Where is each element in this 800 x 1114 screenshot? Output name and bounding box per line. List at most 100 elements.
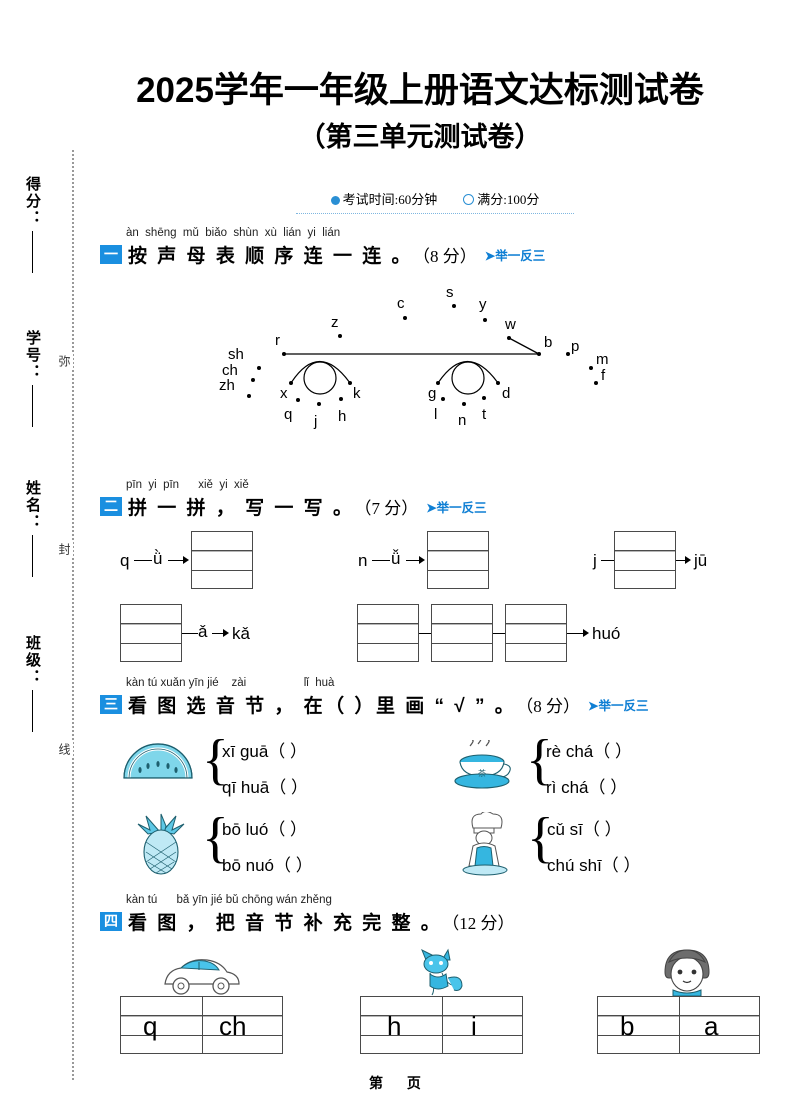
letter-node-x[interactable]: x (280, 385, 288, 402)
letter-dot-q[interactable] (296, 398, 300, 402)
letter-dot-j[interactable] (317, 402, 321, 406)
car-icon (164, 959, 240, 995)
q2-item1-mid: ǜ (153, 549, 163, 568)
letter-dot-s[interactable] (452, 304, 456, 308)
seal-char-3: 线 (56, 740, 73, 758)
letter-dot-sh[interactable] (257, 366, 261, 370)
letter-map-lines (284, 337, 540, 395)
q3-options-3[interactable]: bō luó（ ） bō nuó（ ） (222, 812, 313, 884)
letter-node-c[interactable]: c (397, 295, 405, 312)
letter-dot-l[interactable] (441, 397, 445, 401)
q3-options-4[interactable]: cǔ sī（ ） chú shī（ ） (547, 812, 641, 884)
q3-brace-2: { (526, 729, 553, 791)
letter-node-l[interactable]: l (434, 406, 438, 423)
q3-group-pineapple[interactable]: { bō luó（ ） bō nuó（ ） (130, 810, 313, 876)
q4-item-3-grid[interactable]: b a (597, 996, 760, 1054)
chef-icon (462, 812, 508, 876)
watermelon-icon (123, 743, 193, 792)
letter-node-y[interactable]: y (479, 296, 487, 313)
letter-dot-m[interactable] (589, 366, 593, 370)
q3-option-1-1[interactable]: xī guā（ ） (222, 742, 308, 761)
letter-node-b[interactable]: b (544, 334, 553, 351)
letter-dot-t[interactable] (482, 396, 486, 400)
question-3-header: kàn tú xuǎn yīn jié zài lǐ huà 三 看 图 选 音… (100, 676, 760, 717)
question-4-pinyin: kàn tú bǎ yīn jié bǔ chōng wán zhěng (126, 894, 332, 906)
question-1-letter-map[interactable]: s c y z w r b p sh m ch f zh x k g d q j h l n t (100, 278, 760, 458)
q4-item-2-picture (410, 948, 470, 996)
letter-node-f[interactable]: f (601, 367, 606, 384)
letter-node-k[interactable]: k (353, 385, 361, 402)
q3-option-4-1[interactable]: cǔ sī（ ） (547, 820, 622, 839)
letter-node-s[interactable]: s (446, 284, 454, 301)
q3-option-3-1[interactable]: bō luó（ ） (222, 820, 308, 839)
q3-group-chef[interactable]: { cǔ sī（ ） chú shī（ ） (455, 810, 641, 876)
letter-node-j[interactable]: j (314, 413, 318, 430)
letter-dot-w[interactable] (507, 336, 511, 340)
q2-item5-write-box-2[interactable] (431, 604, 493, 662)
letter-dot-zh[interactable] (247, 394, 251, 398)
q3-group-teacup[interactable]: 茶 { rè chá（ ） rì chá（ ） (450, 732, 632, 797)
q2-item2-write-box[interactable] (427, 531, 489, 589)
q2-item5-write-box-1[interactable] (357, 604, 419, 662)
letter-dot-n[interactable] (462, 402, 466, 406)
letter-dot-h[interactable] (339, 397, 343, 401)
q4-item-1-cell-1: q (143, 1011, 158, 1041)
letter-node-m[interactable]: m (596, 351, 609, 368)
q3-options-1[interactable]: xī guā（ ） qī huā（ ） (222, 734, 308, 806)
letter-dot-f[interactable] (594, 381, 598, 385)
q3-group-watermelon[interactable]: { xī guā（ ） qī huā（ ） (118, 732, 308, 797)
letter-node-sh[interactable]: sh (228, 346, 244, 363)
letter-node-h[interactable]: h (338, 408, 347, 425)
letter-dot-c[interactable] (403, 316, 407, 320)
letter-node-t[interactable]: t (482, 406, 487, 423)
letter-dot-b[interactable] (537, 352, 541, 356)
student-id-field-label: 学号： (22, 330, 43, 427)
q4-item-2-grid[interactable]: h i (360, 996, 523, 1054)
q4-item-1-grid[interactable]: q ch (120, 996, 283, 1054)
question-3-score: （8 分） (516, 696, 581, 716)
q4-item-2-cell-2: i (471, 1011, 477, 1041)
letter-node-zh[interactable]: zh (219, 377, 235, 394)
letter-dot-z[interactable] (338, 334, 342, 338)
letter-dot-k[interactable] (348, 381, 352, 385)
page-footer: 第 页 (369, 1075, 431, 1091)
letter-node-r[interactable]: r (275, 332, 280, 349)
q2-item4-write-box[interactable] (120, 604, 182, 662)
q3-option-1-2[interactable]: qī huā（ ） (222, 778, 308, 797)
q3-option-4-2[interactable]: chú shī（ ） (547, 856, 641, 875)
q2-item3-write-box[interactable] (614, 531, 676, 589)
q3-options-2[interactable]: rè chá（ ） rì chá（ ） (546, 734, 632, 806)
q2-item5-line-out (567, 633, 584, 634)
letter-dot-g[interactable] (436, 381, 440, 385)
cat-icon (421, 948, 463, 996)
letter-node-z[interactable]: z (331, 314, 339, 331)
letter-dot-x[interactable] (289, 381, 293, 385)
letter-node-q[interactable]: q (284, 406, 293, 423)
letter-node-ch[interactable]: ch (222, 362, 238, 379)
q2-item1-write-box[interactable] (191, 531, 253, 589)
letter-dot-ch[interactable] (251, 378, 255, 382)
q2-item3-prefix: j (593, 551, 597, 570)
q2-item2-mid: ǚ (391, 549, 401, 568)
question-1-pinyin: àn shēng mǔ biǎo shùn xù lián yi lián (126, 227, 341, 239)
letter-node-n[interactable]: n (458, 412, 467, 429)
question-1-text: 按 声 母 表 顺 序 连 一 连 。 (128, 245, 414, 267)
letter-node-p[interactable]: p (571, 338, 580, 355)
q4-item-1-cell-2: ch (219, 1011, 247, 1041)
letter-node-w[interactable]: w (505, 316, 516, 333)
q3-option-3-2[interactable]: bō nuó（ ） (222, 856, 313, 875)
q3-option-2-1[interactable]: rè chá（ ） (546, 742, 632, 761)
letter-dot-d[interactable] (496, 381, 500, 385)
letter-node-d[interactable]: d (502, 385, 511, 402)
q2-item4-line1 (182, 633, 198, 634)
q3-option-2-2[interactable]: rì chá（ ） (546, 778, 628, 797)
letter-dot-r[interactable] (282, 352, 286, 356)
q2-item1-arrow (183, 556, 189, 564)
q2-item5-arrow (583, 629, 589, 637)
letter-dot-p[interactable] (566, 352, 570, 356)
letter-dot-y[interactable] (483, 318, 487, 322)
question-4-text: 看 图 ， 把 音 节 补 充 完 整 。 (128, 912, 443, 934)
q2-item5-write-box-3[interactable] (505, 604, 567, 662)
letter-node-g[interactable]: g (428, 385, 437, 402)
